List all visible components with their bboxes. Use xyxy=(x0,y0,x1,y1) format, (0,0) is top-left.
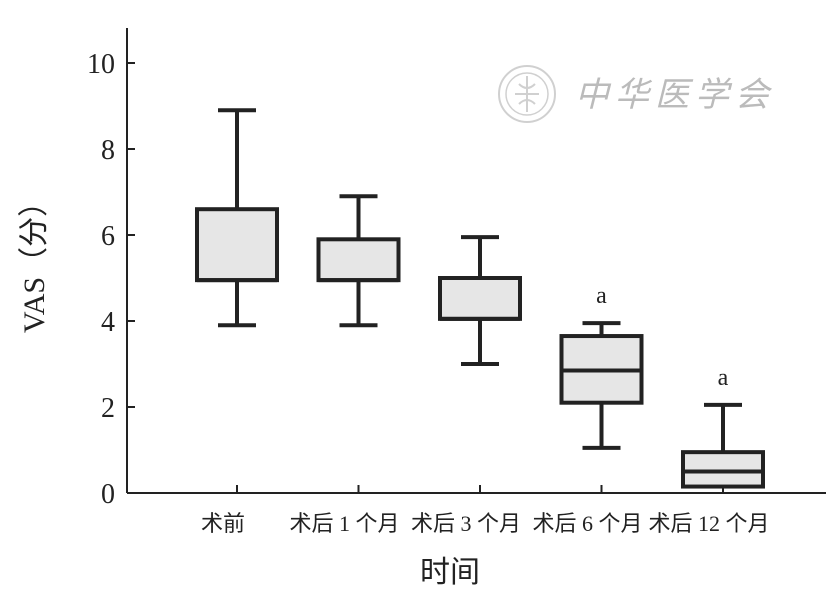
y-tick-label: 4 xyxy=(101,307,115,338)
significance-label: a xyxy=(596,283,607,309)
box-iqr xyxy=(195,207,279,283)
y-tick-label: 2 xyxy=(101,393,115,424)
x-axis-ticks: 术前 术后 1 个月 术后 3 个月 术后 6 个月 术后 12 个月 xyxy=(201,485,770,536)
x-tick-label: 术后 6 个月 xyxy=(532,511,642,536)
x-axis-title: 时间 xyxy=(420,556,480,589)
box-3 xyxy=(438,235,522,366)
significance-label: a xyxy=(718,365,729,391)
box-5: a xyxy=(681,365,765,489)
watermark-logo: 中华医学会 xyxy=(498,65,775,123)
box-iqr xyxy=(316,237,401,283)
x-tick-label: 术前 xyxy=(201,511,245,536)
boxes-group: aa xyxy=(195,108,765,489)
box-1 xyxy=(195,108,279,328)
x-tick-label: 术后 1 个月 xyxy=(289,511,399,536)
x-tick-label: 术后 12 个月 xyxy=(648,511,769,536)
x-tick-label: 术后 3 个月 xyxy=(411,511,521,536)
y-axis-ticks: 0 2 4 6 8 10 xyxy=(87,49,135,510)
y-tick-label: 0 xyxy=(101,479,115,510)
y-tick-label: 10 xyxy=(87,49,115,80)
watermark-text: 中华医学会 xyxy=(575,75,775,115)
y-tick-label: 6 xyxy=(101,221,115,252)
box-2 xyxy=(316,194,401,328)
y-tick-label: 8 xyxy=(101,135,115,166)
box-iqr xyxy=(681,450,765,489)
box-iqr xyxy=(438,276,522,321)
watermark-seal-icon xyxy=(498,65,556,123)
y-axis-title: VAS（分） xyxy=(18,187,51,333)
box-4: a xyxy=(559,283,644,450)
